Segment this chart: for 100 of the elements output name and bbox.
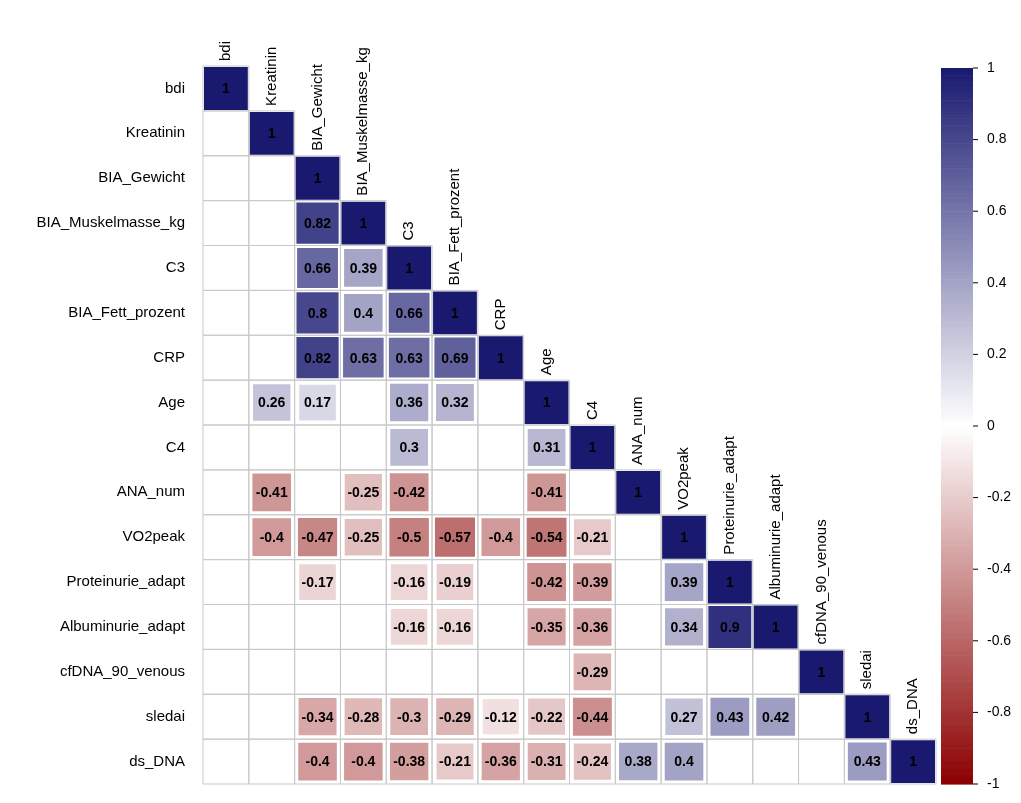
data-label: -0.5 [397,529,422,546]
data-label: 1 [313,170,322,187]
data-label: -0.12 [484,708,517,725]
data-label: 1 [909,753,918,770]
x-tick-label: Albuminurie_adapt [765,473,783,600]
data-label: -0.22 [530,708,563,725]
data-label: 1 [771,618,780,635]
data-label: -0.19 [439,573,472,590]
data-label: 0.43 [853,753,882,770]
data-label: 1 [542,394,551,411]
x-tick-label: bdi [216,40,234,61]
data-label: 1 [405,259,414,276]
data-label: -0.42 [393,484,426,501]
color-bar-label: -0.8 [987,703,1012,720]
x-tick-label: VO2peak [674,446,692,510]
data-label: -0.4 [351,753,376,770]
data-label: -0.4 [259,529,284,546]
data-label: -0.3 [397,708,422,725]
data-label: 0.39 [349,259,378,276]
x-tick-label: Proteinurie_adapt [719,435,737,555]
data-label: 0.26 [258,394,286,411]
data-label: -0.39 [576,573,609,590]
color-bar-label: 0.6 [987,202,1007,219]
data-label: -0.44 [576,708,609,725]
data-label: 1 [496,349,505,366]
x-tick-label: cfDNA_90_venous [811,519,829,645]
data-label: 0.42 [762,708,790,725]
color-bar-label: -0.6 [987,631,1012,648]
data-label: 0.17 [303,394,332,411]
data-label: -0.28 [347,708,380,725]
data-label: 0.66 [303,259,332,276]
data-label: -0.21 [576,529,609,546]
y-tick-label: C3 [165,258,185,276]
color-bar-label: 1 [987,58,995,75]
color-bar-label: 0.2 [987,345,1007,362]
data-label: 1 [359,214,368,231]
y-tick-label: sledai [145,706,185,724]
data-label: -0.4 [488,529,514,546]
x-tick-label: BIA_Gewicht [307,63,325,151]
data-label: 0.4 [674,753,694,770]
x-tick-label: BIA_Muskelmasse_kg [353,47,371,196]
data-label: -0.4 [305,753,330,770]
data-label: -0.16 [439,618,472,635]
data-label: 0.39 [670,573,698,590]
y-tick-label: CRP [153,347,185,365]
x-tick-label: ANA_num [628,396,646,465]
data-label: -0.29 [439,708,472,725]
y-tick-label: bdi [164,78,185,96]
data-label: -0.47 [301,529,334,546]
data-label: 1 [222,80,231,97]
data-label: 0.63 [349,349,378,366]
y-tick-label: Albuminurie_adapt [59,617,186,635]
data-label: -0.24 [576,753,609,770]
data-label: -0.35 [530,618,563,635]
data-label: 1 [634,484,643,501]
data-label: 1 [817,663,826,680]
data-label: -0.36 [484,753,517,770]
data-label: 1 [863,708,872,725]
data-label: -0.29 [576,663,609,680]
data-label: -0.54 [530,529,563,546]
data-label: -0.25 [347,529,380,546]
data-label: -0.16 [393,573,426,590]
x-tick-label: Kreatinin [261,46,279,106]
data-label: 0.34 [670,618,698,635]
data-label: -0.16 [393,618,426,635]
color-bar-label: 0 [987,416,995,433]
data-label: 0.32 [441,394,469,411]
data-label: -0.17 [301,573,334,590]
data-label: -0.57 [439,529,472,546]
data-label: -0.34 [301,708,334,725]
y-tick-label: cfDNA_90_venous [59,661,185,679]
data-label: 1 [725,573,734,590]
data-label: 1 [451,304,460,321]
data-label: 0.36 [395,394,423,411]
x-tick-label: BIA_Fett_prozent [445,167,463,286]
color-bar-label: -0.4 [987,560,1012,577]
data-label: 0.82 [303,349,332,366]
color-bar-label: 0.8 [987,130,1007,147]
data-label: -0.41 [530,484,563,501]
color-bar-label: -0.2 [987,488,1012,505]
data-label: 0.38 [624,753,653,770]
data-label: 0.43 [716,708,744,725]
data-label: 1 [680,529,689,546]
color-bar-label: -1 [987,774,1000,791]
data-label: 0.4 [353,304,374,321]
y-tick-label: ds_DNA [129,751,185,769]
data-label: 1 [267,125,276,142]
data-label: -0.38 [393,753,426,770]
data-label: -0.36 [576,618,609,635]
data-label: -0.42 [530,573,563,590]
data-label: 0.69 [441,349,469,366]
color-bar-label: 0.4 [987,273,1007,290]
data-label: 0.9 [720,618,740,635]
y-tick-label: BIA_Fett_prozent [68,302,186,320]
data-label: -0.31 [530,753,563,770]
data-label: -0.21 [439,753,472,770]
data-label: 0.82 [303,214,332,231]
data-label: 0.31 [532,439,561,456]
data-label: 0.3 [399,439,420,456]
data-label: 0.8 [307,304,328,321]
